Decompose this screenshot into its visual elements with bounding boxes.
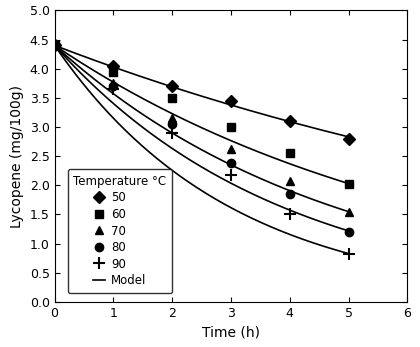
X-axis label: Time (h): Time (h) (202, 325, 260, 339)
Y-axis label: Lycopene (mg/100g): Lycopene (mg/100g) (10, 85, 24, 228)
Legend: 50, 60, 70, 80, 90, Model: 50, 60, 70, 80, 90, Model (68, 169, 173, 293)
